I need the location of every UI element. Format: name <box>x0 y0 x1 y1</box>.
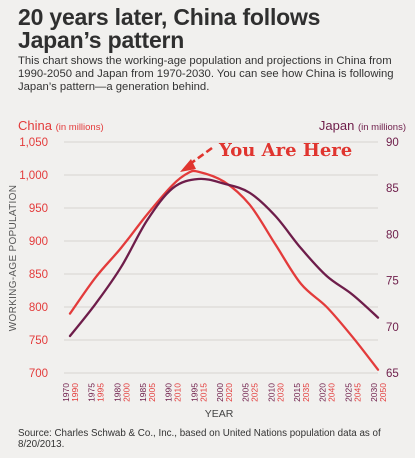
china-series-line <box>68 169 380 371</box>
grid-lines <box>64 141 378 374</box>
left-tick-label: 1,050 <box>19 137 48 149</box>
you-are-here-annotation: You Are Here <box>180 140 352 172</box>
right-tick-label: 85 <box>386 183 399 195</box>
left-tick-label: 800 <box>29 302 48 314</box>
x-tick-label-china: 2010 <box>173 383 183 402</box>
right-axis-unit: (in millions) <box>358 122 406 133</box>
annotation-arrow-shaft <box>189 146 213 166</box>
x-tick-label-japan: 2000 <box>215 383 225 402</box>
right-axis-name: Japan <box>319 118 354 133</box>
x-tick-label-japan: 2010 <box>266 383 276 402</box>
left-tick-label: 1,000 <box>19 170 48 182</box>
annotation-label: You Are Here <box>218 140 352 161</box>
x-tick-label-china: 2005 <box>147 383 157 402</box>
x-tick-label-china: 2015 <box>198 383 208 402</box>
x-tick-label-japan: 1990 <box>164 383 174 402</box>
x-tick-label-japan: 2025 <box>343 383 353 402</box>
x-tick-label-china: 1990 <box>70 383 80 402</box>
left-axis-name: China <box>18 118 53 133</box>
x-tick-label-japan: 1975 <box>87 383 97 402</box>
right-tick-label: 65 <box>386 368 399 380</box>
left-tick-label: 900 <box>29 236 48 248</box>
left-tick-labels: 700 750 800 850 900 950 1,000 1,050 <box>19 137 48 380</box>
annotation-arrow-head <box>180 159 196 172</box>
x-axis-label: YEAR <box>205 408 234 420</box>
right-tick-label: 80 <box>386 229 399 241</box>
x-tick-labels: 1970 1975 1980 1985 1990 1995 2000 2005 2010 2015… <box>61 383 388 402</box>
right-tick-label: 75 <box>386 276 399 288</box>
x-tick-label-china: 2050 <box>378 383 388 402</box>
x-tick-label-japan: 2005 <box>241 383 251 402</box>
x-tick-label-china: 2000 <box>121 383 131 402</box>
left-tick-label: 850 <box>29 269 48 281</box>
left-tick-label: 750 <box>29 335 48 347</box>
x-tick-label-japan: 2030 <box>369 383 379 402</box>
x-tick-label-japan: 2020 <box>318 383 328 402</box>
y-axis-label: WORKING-AGE POPULATION <box>8 185 19 331</box>
japan-series-line <box>68 177 380 338</box>
x-tick-label-china: 1995 <box>96 383 106 402</box>
x-tick-label-japan: 1970 <box>61 383 71 402</box>
series-lines <box>68 169 380 371</box>
chart-title: 20 years later, China follows Japan’s pa… <box>18 4 321 53</box>
left-axis-unit: (in millions) <box>56 122 104 133</box>
x-tick-label-japan: 2015 <box>292 383 302 402</box>
right-axis-header: Japan (in millions) <box>319 118 406 133</box>
chart-description: This chart shows the working-age populat… <box>18 55 394 93</box>
left-axis-header: China (in millions) <box>18 118 104 133</box>
x-tick-label-japan: 1980 <box>112 383 122 402</box>
x-tick-label-china: 2040 <box>327 383 337 402</box>
left-tick-label: 700 <box>29 368 48 380</box>
x-tick-label-japan: 1985 <box>138 383 148 402</box>
x-tick-label-china: 2035 <box>301 383 311 402</box>
x-tick-label-japan: 1995 <box>189 383 199 402</box>
right-tick-labels: 65 70 75 80 85 90 <box>386 137 399 380</box>
x-tick-label-china: 2030 <box>275 383 285 402</box>
x-tick-label-china: 2025 <box>250 383 260 402</box>
right-tick-label: 70 <box>386 322 399 334</box>
source-note: Source: Charles Schwab & Co., Inc., base… <box>18 428 381 450</box>
right-tick-label: 90 <box>386 137 399 149</box>
left-tick-label: 950 <box>29 203 48 215</box>
x-tick-label-china: 2045 <box>352 383 362 402</box>
x-tick-label-china: 2020 <box>224 383 234 402</box>
